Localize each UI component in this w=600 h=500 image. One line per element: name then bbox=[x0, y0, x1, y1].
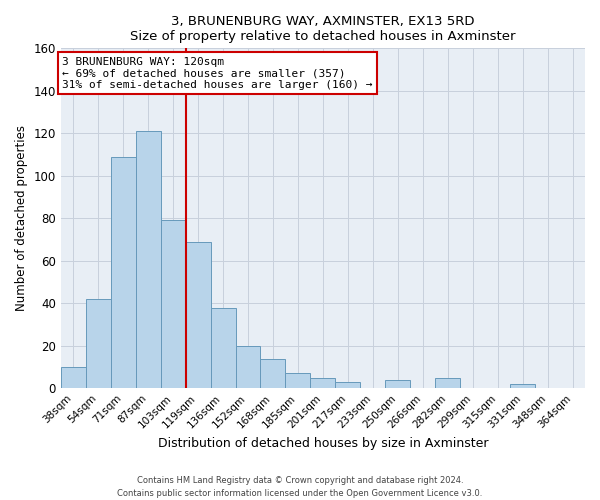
Bar bbox=[161, 220, 185, 388]
Bar bbox=[335, 382, 361, 388]
Y-axis label: Number of detached properties: Number of detached properties bbox=[15, 126, 28, 312]
Title: 3, BRUNENBURG WAY, AXMINSTER, EX13 5RD
Size of property relative to detached hou: 3, BRUNENBURG WAY, AXMINSTER, EX13 5RD S… bbox=[130, 15, 515, 43]
Bar bbox=[61, 367, 86, 388]
Text: Contains HM Land Registry data © Crown copyright and database right 2024.
Contai: Contains HM Land Registry data © Crown c… bbox=[118, 476, 482, 498]
Text: 3 BRUNENBURG WAY: 120sqm
← 69% of detached houses are smaller (357)
31% of semi-: 3 BRUNENBURG WAY: 120sqm ← 69% of detach… bbox=[62, 57, 373, 90]
Bar bbox=[310, 378, 335, 388]
Bar bbox=[185, 242, 211, 388]
Bar bbox=[510, 384, 535, 388]
Bar bbox=[260, 358, 286, 388]
Bar bbox=[211, 308, 236, 388]
Bar bbox=[385, 380, 410, 388]
Bar bbox=[236, 346, 260, 389]
X-axis label: Distribution of detached houses by size in Axminster: Distribution of detached houses by size … bbox=[158, 437, 488, 450]
Bar bbox=[136, 131, 161, 388]
Bar bbox=[286, 374, 310, 388]
Bar bbox=[86, 299, 111, 388]
Bar bbox=[111, 156, 136, 388]
Bar bbox=[435, 378, 460, 388]
